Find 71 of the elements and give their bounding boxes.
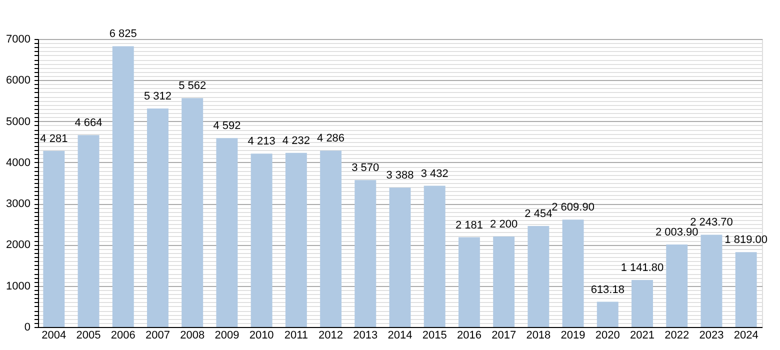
data-label: 2 003.90: [655, 226, 698, 239]
bar: [43, 150, 65, 327]
bar: [735, 252, 757, 327]
y-tick-label: 5000: [6, 116, 30, 128]
bar: [250, 154, 272, 327]
y-tick-label: 4000: [6, 156, 30, 169]
bar: [285, 152, 307, 327]
y-tick-label: 1000: [6, 280, 30, 292]
bar: [632, 280, 653, 327]
y-tick-label: 2000: [6, 239, 30, 252]
y-tick-label: 3000: [6, 198, 30, 210]
x-tick-label: 2011: [284, 330, 308, 342]
data-label: 3 388: [386, 170, 414, 182]
y-tick-label: 7000: [6, 34, 30, 46]
bar: [354, 180, 376, 327]
data-label: 1 819.00: [724, 234, 768, 246]
x-tick-label: 2017: [492, 330, 516, 342]
x-tick-label: 2018: [526, 330, 551, 342]
x-tick-label: 2013: [353, 330, 378, 342]
data-label: 4 592: [213, 120, 241, 132]
x-tick-label: 2016: [456, 330, 482, 342]
x-tick-label: 2012: [318, 330, 344, 342]
bar: [112, 46, 134, 327]
x-tick-label: 2014: [388, 330, 412, 342]
data-label: 5 312: [144, 90, 172, 102]
data-label: 2 243.70: [690, 216, 733, 229]
data-label: 4 664: [74, 117, 102, 130]
bar: [78, 135, 100, 327]
x-tick-label: 2015: [422, 330, 447, 342]
data-label: 3 570: [352, 162, 380, 174]
x-tick-label: 2009: [214, 330, 240, 342]
y-tick-label: 6000: [6, 74, 30, 87]
data-label: 2 200: [490, 218, 518, 230]
x-tick-label: 2021: [630, 330, 654, 342]
data-label: 4 232: [282, 134, 310, 147]
x-tick-label: 2005: [76, 330, 101, 342]
bar: [458, 237, 480, 327]
bar: [216, 138, 238, 327]
x-tick-label: 2006: [110, 330, 136, 342]
x-tick-label: 2008: [180, 330, 205, 342]
data-label: 2 181: [455, 219, 483, 232]
bar: [528, 226, 550, 327]
x-tick-label: 2004: [42, 330, 66, 342]
data-label: 5 562: [178, 80, 206, 92]
data-label: 2 454: [524, 208, 552, 220]
bar: [182, 98, 204, 327]
x-tick-label: 2020: [595, 330, 620, 342]
x-tick-label: 2019: [560, 330, 586, 342]
bar: [320, 150, 342, 327]
data-label: 6 825: [109, 28, 137, 40]
x-tick-label: 2024: [734, 330, 758, 342]
x-tick-label: 2023: [699, 330, 724, 342]
bar: [389, 188, 411, 327]
x-tick-label: 2010: [249, 330, 274, 342]
y-tick-label: 0: [24, 322, 30, 334]
data-label: 4 281: [40, 132, 68, 145]
bar: [562, 220, 584, 327]
data-label: 1 141.80: [620, 262, 664, 274]
x-tick-label: 2007: [146, 330, 170, 342]
data-label: 4 213: [248, 136, 276, 148]
bar: [147, 108, 168, 327]
data-label: 613.18: [590, 284, 624, 296]
bar: [493, 236, 515, 327]
bar: [700, 234, 722, 327]
data-label: 2 609.90: [552, 202, 594, 214]
data-label: 4 286: [317, 132, 345, 145]
data-label: 3 432: [420, 168, 448, 180]
x-tick-label: 2022: [664, 330, 690, 342]
bar: [424, 186, 446, 327]
bar: [596, 302, 618, 327]
bar: [666, 244, 688, 327]
